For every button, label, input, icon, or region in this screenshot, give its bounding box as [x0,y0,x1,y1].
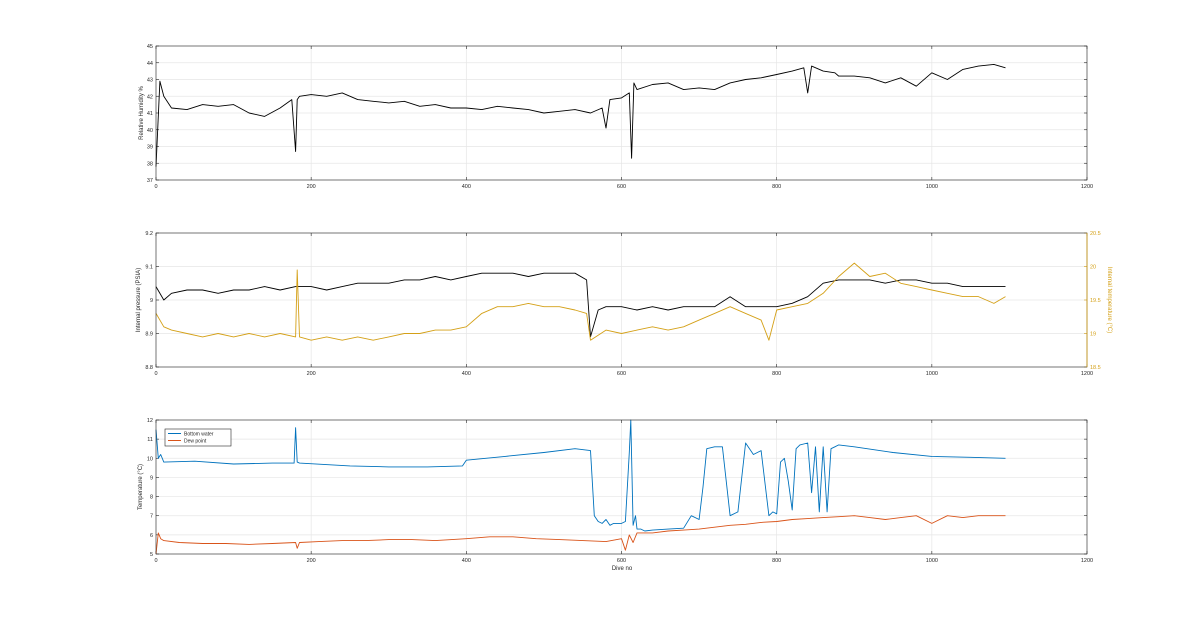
y-tick-label: 8 [150,495,153,501]
x-tick-label: 1000 [926,184,938,190]
y-tick-label: 39 [147,145,153,151]
series-line-1 [155,262,1006,341]
x-tick-label: 1200 [1081,184,1093,190]
legend-label-bottom-water: Bottom water [184,432,214,438]
x-tick-label: 600 [617,371,626,377]
temperature-panel: Temperature (°C) Dive no 0 200 400 600 800 10… [138,418,1093,572]
y-tick-label: 5 [150,552,153,558]
x-tick-label: 600 [617,184,626,190]
y-tick-label: 41 [147,111,153,117]
series-line-dew-point [155,515,1006,555]
y-tick-label: 7 [150,514,153,520]
series-line-0 [155,63,1006,167]
y-tick-label: 9 [150,298,153,304]
x-tick-label: 0 [154,558,157,564]
x-tick-label: 400 [462,371,471,377]
y-tick-label: 43 [147,78,153,84]
series-line-0 [155,272,1006,338]
series-line-bottom-water [155,419,1006,532]
y-tick-label: 10 [147,456,153,462]
y-tick-label-right: 19 [1090,332,1096,338]
x-tick-label: 1000 [926,371,938,377]
pressure-ylabel: Internal pressure (PSIA) [136,268,142,332]
y-tick-label-right: 20 [1090,265,1096,271]
y-tick-label: 44 [147,61,153,67]
grid [155,45,1088,181]
x-tick-label: 200 [307,184,316,190]
x-tick-label: 400 [462,558,471,564]
humidity-panel: Relative Humidity % 0 200 400 600 800 1000 120… [139,44,1093,190]
x-tick-label: 200 [307,371,316,377]
x-tick-label: 1000 [926,558,938,564]
temperature-ylabel: Temperature (°C) [138,464,144,510]
x-tick-label: 800 [772,558,781,564]
y-tick-label: 37 [147,178,153,184]
legend-box [164,428,232,447]
x-tick-label: 0 [154,184,157,190]
x-tick-label: 0 [154,371,157,377]
y-tick-label: 8.8 [145,365,153,371]
legend: Bottom water Dew point [164,428,232,447]
x-tick-label: 800 [772,371,781,377]
axes-box [155,419,1088,555]
y-tick-label: 8.9 [145,332,153,338]
x-tick-label: 600 [617,558,626,564]
legend-label-dew-point: Dew point [184,439,207,445]
x-axis-label: Dive no [612,566,633,572]
y-tick-label: 45 [147,44,153,50]
y-tick-label: 42 [147,94,153,100]
humidity-ylabel: Relative Humidity % [139,85,145,139]
x-tick-label: 800 [772,184,781,190]
x-tick-label: 200 [307,558,316,564]
y-tick-label-right: 19.5 [1090,298,1101,304]
y-tick-label: 9 [150,475,153,481]
y-tick-label: 6 [150,533,153,539]
x-tick-label: 1200 [1081,558,1093,564]
pressure-panel: Internal pressure (PSIA) Internal temper… [136,231,1112,377]
y-tick-label-right: 20.5 [1090,231,1101,237]
internal-temperature-ylabel: Internal temperature (°C) [1106,267,1112,333]
y-tick-label-right: 18.5 [1090,365,1101,371]
y-tick-label: 9.1 [145,265,153,271]
x-tick-label: 400 [462,184,471,190]
y-tick-label: 12 [147,418,153,424]
y-tick-label: 11 [147,437,153,443]
axes-box [155,45,1088,181]
x-tick-label: 1200 [1081,371,1093,377]
y-tick-label: 38 [147,161,153,167]
y-tick-label: 9.2 [145,231,153,237]
y-tick-label: 40 [147,128,153,134]
